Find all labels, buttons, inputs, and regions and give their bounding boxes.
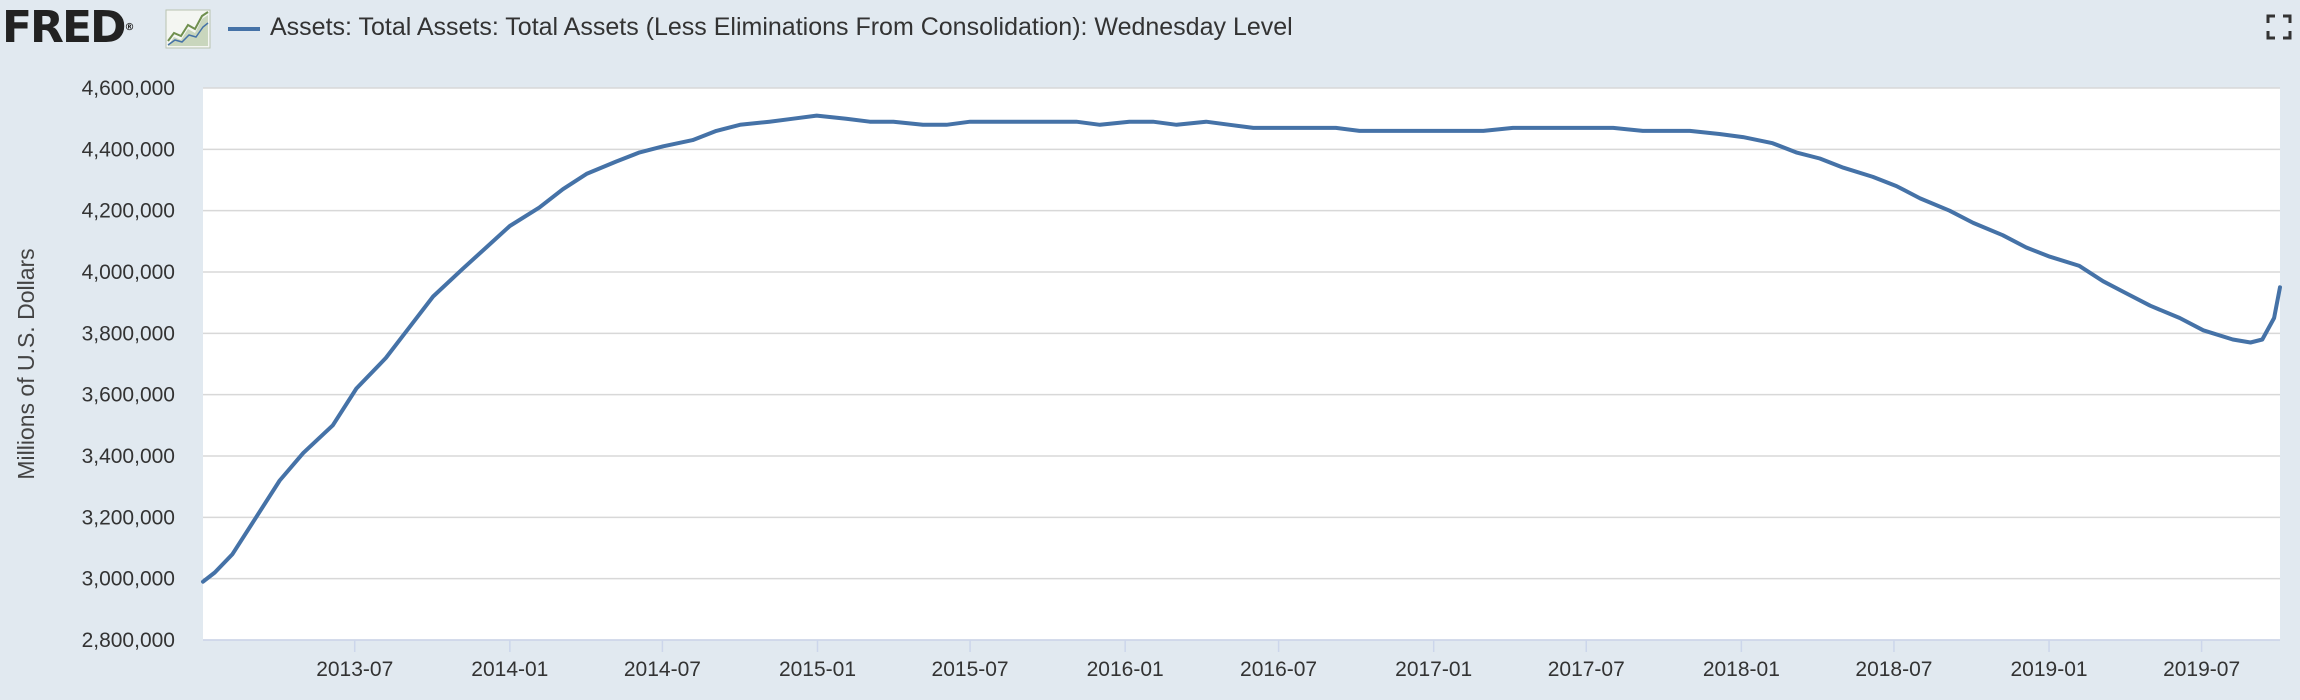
fred-logo[interactable]: FRED®: [2, 4, 135, 52]
legend-series-swatch: [228, 27, 260, 31]
x-tick-label: 2016-07: [1240, 658, 1317, 681]
registered-mark: ®: [124, 22, 135, 33]
x-tick-label: 2013-07: [316, 658, 393, 681]
chart-header: FRED® Assets: Total Assets: Total Assets…: [0, 0, 2300, 60]
x-axis-tick-labels: 2013-07 2014-01 2014-07 2015-01 2015-07 2016-…: [316, 640, 2240, 681]
y-axis-title: Millions of U.S. Dollars: [13, 248, 39, 479]
x-tick-label: 2019-01: [2010, 658, 2087, 681]
y-tick-label: 4,200,000: [82, 200, 175, 223]
x-tick-label: 2018-07: [1855, 658, 1932, 681]
line-graph-icon: [165, 9, 211, 49]
y-tick-label: 3,800,000: [82, 322, 175, 345]
y-tick-label: 3,600,000: [82, 384, 175, 407]
x-tick-label: 2018-01: [1703, 658, 1780, 681]
x-tick-label: 2015-01: [779, 658, 856, 681]
y-tick-label: 4,000,000: [82, 261, 175, 284]
x-tick-label: 2014-01: [471, 658, 548, 681]
fullscreen-icon[interactable]: [2266, 14, 2292, 40]
legend-series-title[interactable]: Assets: Total Assets: Total Assets (Less…: [270, 13, 1293, 41]
y-tick-label: 2,800,000: [82, 629, 175, 652]
plot-area: [203, 88, 2280, 640]
fred-logo-text: FRED: [2, 2, 127, 53]
series-line: [201, 113, 2282, 584]
gridlines: [203, 87, 2280, 641]
x-tick-label: 2017-07: [1548, 658, 1625, 681]
x-tick-label: 2016-01: [1087, 658, 1164, 681]
y-tick-label: 3,000,000: [82, 568, 175, 591]
y-tick-label: 3,200,000: [82, 506, 175, 529]
x-tick-label: 2017-01: [1395, 658, 1472, 681]
y-tick-label: 4,400,000: [82, 138, 175, 161]
y-tick-label: 3,400,000: [82, 445, 175, 468]
y-tick-label: 4,600,000: [82, 77, 175, 100]
y-axis-tick-labels: 2,800,000 3,000,000 3,200,000 3,400,000 3,60…: [82, 77, 175, 652]
series-group: [201, 113, 2282, 584]
x-tick-label: 2015-07: [932, 658, 1009, 681]
x-tick-label: 2019-07: [2163, 658, 2240, 681]
x-tick-label: 2014-07: [624, 658, 701, 681]
